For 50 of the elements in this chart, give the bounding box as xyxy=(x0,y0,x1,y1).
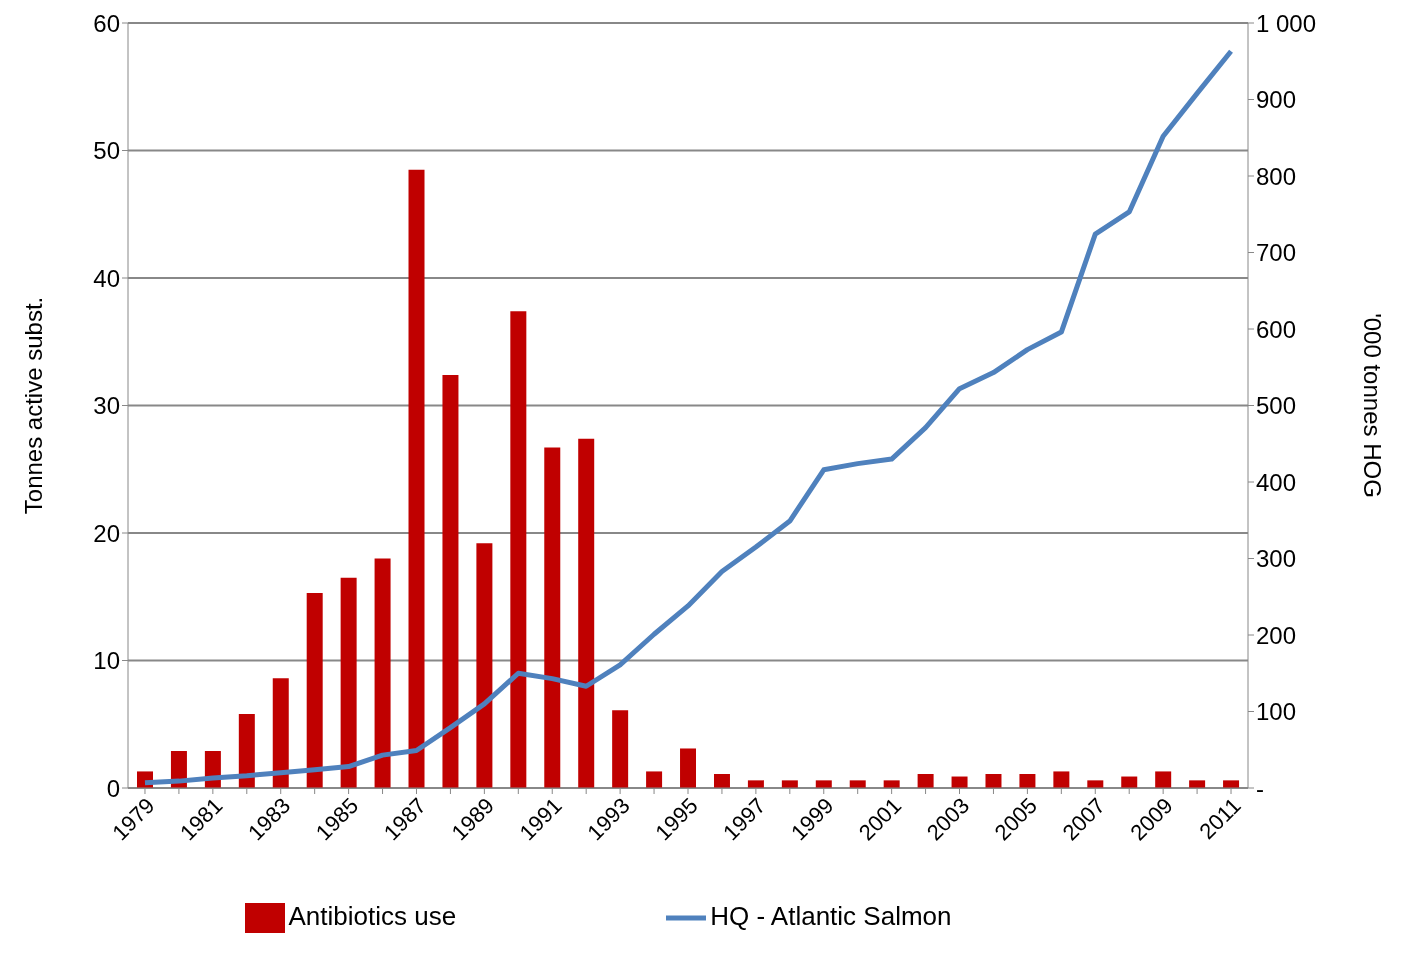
y2-tick-label: - xyxy=(1256,774,1264,802)
bar xyxy=(612,710,629,788)
y-tick-label: 10 xyxy=(93,647,120,675)
bar xyxy=(374,558,391,788)
bar xyxy=(544,447,561,788)
y2-tick-label: 400 xyxy=(1256,468,1297,496)
y2-tick-label: 700 xyxy=(1256,239,1297,267)
y-tick-label: 0 xyxy=(106,774,120,802)
y-tick-label: 30 xyxy=(93,392,120,420)
bar xyxy=(272,678,289,788)
y-tick-label: 60 xyxy=(93,9,120,37)
y2-tick-label: 600 xyxy=(1256,315,1297,343)
bar xyxy=(578,438,595,788)
y-tick-label: 50 xyxy=(93,137,120,165)
bar xyxy=(510,311,527,788)
bar xyxy=(646,771,663,788)
bar xyxy=(815,780,832,788)
y2-tick-label: 900 xyxy=(1256,86,1297,114)
bar xyxy=(747,780,764,788)
bar xyxy=(1087,780,1104,788)
y2-tick-label: 300 xyxy=(1256,545,1297,573)
y2-tick-label: 100 xyxy=(1256,698,1297,726)
bar xyxy=(680,748,697,788)
y2-tick-label: 500 xyxy=(1256,392,1297,420)
bar xyxy=(849,780,866,788)
bar xyxy=(985,773,1002,788)
bar xyxy=(713,773,730,788)
y2-axis-title: '000 tonnes HOG xyxy=(1359,313,1387,498)
bar xyxy=(1155,771,1172,788)
legend-label: Antibiotics use xyxy=(288,900,457,931)
bar xyxy=(1223,780,1240,788)
y-axis-title: Tonnes active subst. xyxy=(19,296,47,515)
y2-tick-label: 200 xyxy=(1256,621,1297,649)
bar xyxy=(340,577,357,788)
bar xyxy=(883,780,900,788)
bar xyxy=(1019,773,1036,788)
bar xyxy=(442,374,459,788)
y2-tick-label: 1 000 xyxy=(1256,9,1317,37)
bar xyxy=(1053,771,1070,788)
bar xyxy=(238,714,255,788)
bar xyxy=(917,773,934,788)
bar xyxy=(408,169,425,788)
bar xyxy=(476,543,493,788)
y-tick-label: 20 xyxy=(93,519,120,547)
bar xyxy=(306,592,323,788)
bar xyxy=(1189,780,1206,788)
bar xyxy=(781,780,798,788)
y2-tick-label: 800 xyxy=(1256,162,1297,190)
y-tick-label: 40 xyxy=(93,264,120,292)
legend-label: HQ - Atlantic Salmon xyxy=(710,900,952,931)
